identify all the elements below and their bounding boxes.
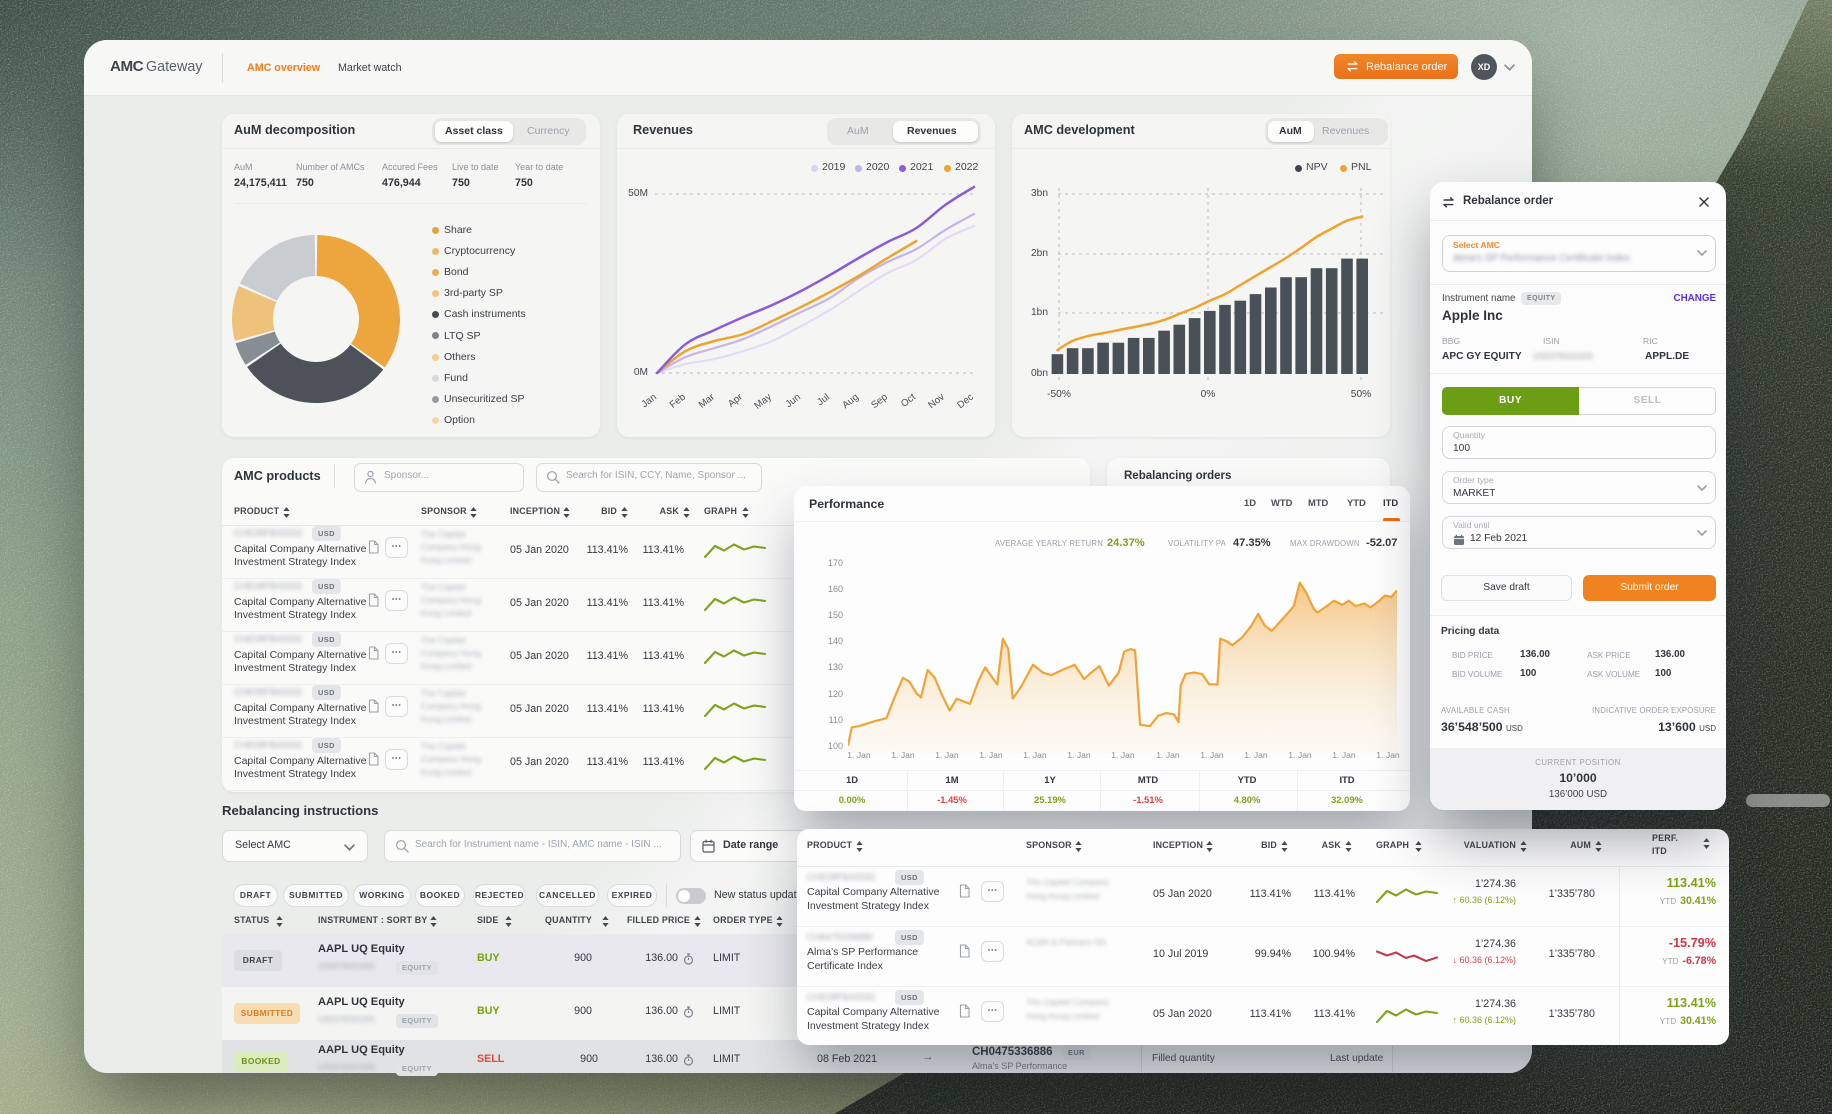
svg-text:Sep: Sep [869,391,890,411]
svg-text:Jul: Jul [815,392,832,408]
svg-text:Apr: Apr [726,391,745,410]
svg-text:Aug: Aug [840,392,861,411]
svg-text:May: May [752,392,773,412]
svg-text:Jan: Jan [640,392,659,410]
svg-text:Dec: Dec [955,392,976,411]
svg-text:Jun: Jun [784,392,803,410]
svg-text:Nov: Nov [926,392,947,411]
svg-text:Mar: Mar [697,391,718,411]
svg-text:Oct: Oct [899,392,918,410]
svg-text:Feb: Feb [668,391,689,410]
